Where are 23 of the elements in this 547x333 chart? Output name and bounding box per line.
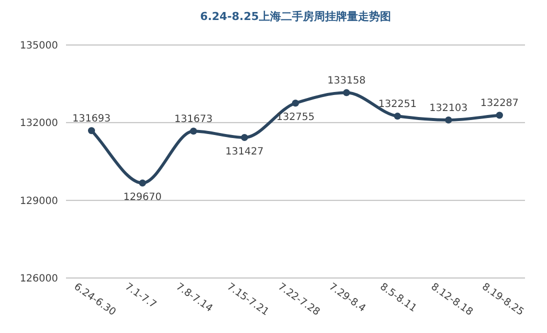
point xyxy=(88,127,95,134)
data-label: 132287 xyxy=(480,98,519,110)
y-tick-label: 132000 xyxy=(20,118,58,130)
data-label: 131693 xyxy=(72,114,111,125)
point xyxy=(343,89,350,96)
point xyxy=(241,134,248,141)
data-label: 132103 xyxy=(429,103,468,114)
y-tick-label: 126000 xyxy=(20,274,58,284)
point xyxy=(394,112,401,120)
data-label: 131673 xyxy=(174,114,213,126)
chart-title: 6.24-8.25上海二手房周挂牌量走势图 xyxy=(200,10,391,23)
point xyxy=(496,112,503,119)
point xyxy=(139,179,146,186)
point xyxy=(190,128,197,135)
data-label: 132251 xyxy=(378,99,417,110)
y-tick-label: 129000 xyxy=(20,196,58,207)
point xyxy=(292,100,299,107)
point xyxy=(445,116,452,124)
data-label: 132755 xyxy=(276,112,315,124)
data-label: 129670 xyxy=(123,192,162,203)
y-tick-label: 135000 xyxy=(20,40,58,52)
data-label: 131427 xyxy=(225,146,264,158)
data-label: 133158 xyxy=(327,76,366,87)
